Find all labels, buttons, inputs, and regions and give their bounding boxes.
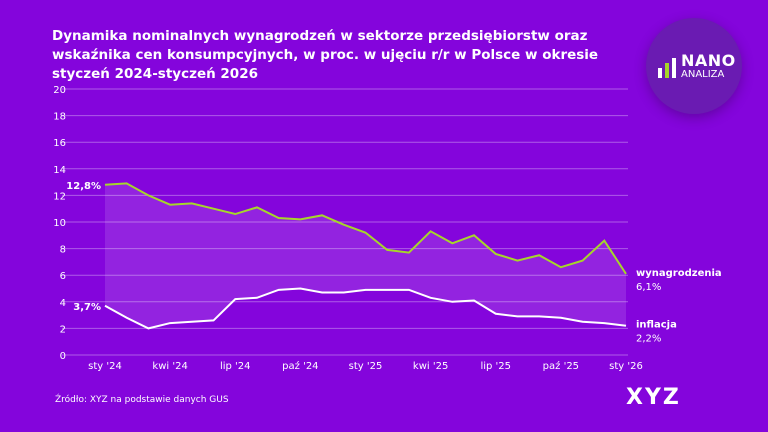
series-name-label: wynagrodzenia (636, 268, 722, 279)
y-tick-label: 10 (53, 218, 66, 229)
x-tick-label: lip '24 (220, 361, 251, 372)
y-tick-label: 18 (53, 112, 66, 123)
x-tick-label: sty '25 (349, 361, 383, 372)
nano-analiza-logo: NANO ANALIZA (646, 18, 742, 114)
y-tick-label: 12 (53, 191, 66, 202)
x-tick-label: kwi '24 (152, 361, 187, 372)
end-value-label: 2,2% (636, 334, 661, 345)
start-value-label: 3,7% (73, 302, 101, 313)
y-tick-label: 16 (53, 138, 66, 149)
area-between-series (105, 183, 626, 329)
y-tick-label: 8 (60, 245, 66, 256)
source-note: Źródło: XYZ na podstawie danych GUS (55, 395, 229, 405)
y-tick-label: 4 (60, 298, 66, 309)
x-tick-label: kwi '25 (413, 361, 448, 372)
y-tick-label: 2 (60, 324, 66, 335)
xyz-logo: XYZ (626, 385, 681, 410)
chart-title: Dynamika nominalnych wynagrodzeń w sekto… (52, 28, 599, 82)
series-name-label: inflacja (636, 320, 677, 331)
x-tick-label: sty '24 (88, 361, 122, 372)
logo-line1: NANO (681, 51, 736, 70)
x-tick-label: paź '25 (543, 360, 579, 372)
logo-line2: ANALIZA (681, 69, 725, 80)
x-tick-label: lip '25 (480, 361, 511, 372)
end-value-label: 6,1% (636, 282, 661, 293)
y-tick-label: 20 (53, 85, 66, 96)
y-tick-label: 6 (60, 271, 66, 282)
x-tick-label: paź '24 (282, 360, 318, 372)
bar-chart-icon (658, 58, 676, 78)
y-tick-label: 0 (60, 351, 66, 362)
start-value-label: 12,8% (66, 181, 101, 192)
x-tick-label: sty '26 (609, 361, 643, 372)
y-tick-label: 14 (53, 165, 66, 176)
